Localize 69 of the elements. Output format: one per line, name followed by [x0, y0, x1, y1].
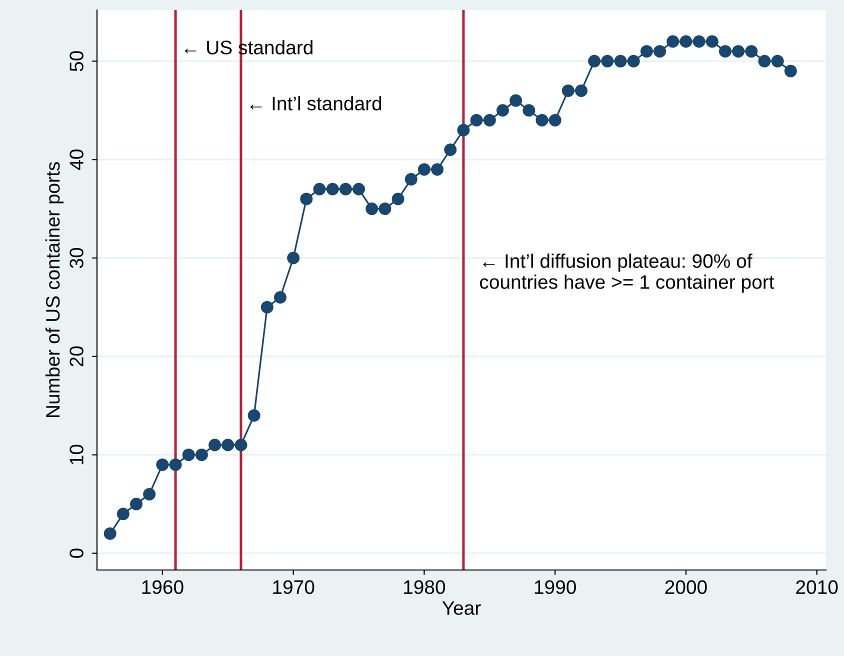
point	[156, 458, 169, 471]
point	[104, 527, 116, 540]
y-tick-label: 50	[70, 51, 84, 72]
point	[771, 54, 784, 68]
point	[470, 114, 483, 126]
x-tick-label: 2010	[796, 580, 838, 594]
point	[562, 84, 574, 97]
x-tick-label: 1970	[273, 580, 314, 594]
point	[366, 202, 378, 216]
point	[745, 45, 758, 58]
x-tick-label: 1980	[404, 580, 446, 594]
point	[680, 35, 692, 48]
point	[692, 35, 706, 48]
point	[706, 35, 718, 48]
point	[339, 182, 352, 196]
point	[195, 448, 208, 462]
point	[575, 84, 588, 97]
point	[732, 45, 745, 58]
annotation: ← Int’l diffusion plateau: 90% of countries have >= 1 container port	[480, 254, 774, 293]
point	[260, 300, 274, 314]
point	[614, 54, 627, 68]
point	[666, 35, 680, 48]
point	[640, 45, 653, 58]
point	[248, 409, 260, 422]
point	[352, 182, 366, 196]
point	[169, 458, 182, 471]
point	[404, 173, 418, 186]
point	[784, 64, 797, 78]
point	[718, 45, 732, 58]
x-axis-title: Year	[442, 601, 481, 615]
point	[457, 124, 470, 136]
point	[378, 202, 392, 216]
y-tick-label: 20	[70, 346, 84, 366]
point	[601, 54, 614, 68]
point	[496, 104, 509, 117]
point	[130, 498, 143, 510]
point	[313, 182, 326, 196]
point	[510, 94, 522, 107]
point	[300, 192, 313, 206]
point	[143, 488, 156, 500]
y-tick-label: 0	[70, 548, 84, 558]
point	[116, 508, 130, 520]
point	[234, 438, 248, 452]
point	[222, 438, 234, 452]
point	[548, 114, 562, 126]
point	[483, 114, 496, 126]
point	[208, 438, 222, 452]
x-tick-label: 2000	[665, 580, 707, 594]
x-tick-label: 1960	[142, 580, 184, 594]
point	[274, 291, 286, 304]
y-tick-label: 30	[70, 248, 84, 268]
point	[758, 54, 771, 68]
point	[182, 448, 195, 462]
point	[536, 114, 548, 126]
y-axis-title: Number of US container ports	[45, 162, 64, 418]
y-tick-label: 10	[70, 444, 84, 464]
point	[431, 163, 444, 176]
point	[418, 163, 430, 176]
point	[392, 192, 404, 206]
point	[627, 54, 640, 68]
point	[287, 252, 300, 264]
point	[326, 182, 339, 196]
y-tick-label: 40	[70, 150, 84, 170]
point	[444, 144, 457, 156]
point	[522, 104, 536, 117]
ref-line-label: ← Int’l standard	[250, 96, 382, 110]
x-tick-label: 1990	[534, 580, 576, 594]
point	[654, 45, 666, 58]
point	[588, 54, 601, 68]
